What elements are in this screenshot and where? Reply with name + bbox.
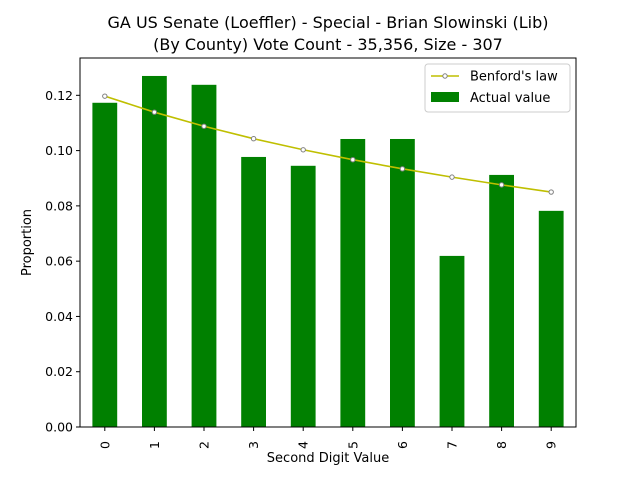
legend-label-benford: Benford's law (470, 70, 558, 85)
x-tick-label: 1 (147, 441, 162, 449)
benford-point-1 (151, 109, 158, 115)
bar-digit-9 (538, 210, 564, 427)
y-tick-label: 0.12 (45, 88, 73, 103)
chart-title-line1: GA US Senate (Loeffler) - Special - Bria… (108, 13, 549, 32)
benford-point-6 (399, 166, 406, 172)
bar-digit-5 (340, 138, 366, 427)
benford-point-7 (449, 174, 455, 180)
x-tick-label: 2 (197, 441, 212, 449)
benford-point-2 (201, 123, 207, 129)
y-axis-label: Proportion (20, 209, 35, 276)
benford-line (104, 95, 552, 193)
x-tick-label: 7 (445, 441, 460, 449)
x-tick-label: 3 (246, 441, 261, 449)
x-axis: 0 1 2 3 4 5 6 7 8 9 (97, 427, 559, 449)
y-tick-label: 0.00 (45, 420, 73, 435)
bar-digit-3 (241, 156, 266, 427)
benford-point-0 (102, 93, 108, 99)
legend-line-marker (442, 73, 448, 79)
x-tick-label: 5 (345, 441, 360, 449)
benford-point-4 (300, 147, 306, 153)
benford-point-8 (498, 182, 505, 188)
x-tick-label: 8 (494, 441, 509, 449)
chart-title-line2: (By County) Vote Count - 35,356, Size - … (153, 35, 503, 54)
legend-bar-swatch (431, 92, 459, 102)
plot-frame (79, 57, 577, 428)
y-tick-label: 0.10 (45, 143, 73, 158)
bar-digit-2 (191, 84, 217, 428)
benford-point-5 (350, 157, 356, 163)
legend-box (424, 63, 571, 113)
y-tick-label: 0.06 (45, 254, 73, 269)
bars-group (92, 75, 564, 428)
benford-point-3 (250, 136, 257, 142)
benford-point-9 (548, 189, 554, 195)
x-tick-label: 0 (97, 441, 112, 449)
x-axis-label: Second Digit Value (267, 451, 389, 466)
legend: Benford's law Actual value (424, 63, 571, 113)
bar-digit-1 (142, 75, 167, 427)
bar-digit-7 (439, 255, 465, 427)
x-tick-label: 4 (296, 441, 311, 449)
y-tick-label: 0.02 (45, 364, 73, 379)
bar-digit-8 (489, 174, 514, 427)
legend-label-actual: Actual value (470, 91, 550, 106)
benford-line-group (102, 93, 554, 195)
bar-digit-6 (390, 138, 415, 427)
y-tick-label: 0.04 (45, 309, 73, 324)
x-tick-label: 9 (544, 441, 559, 449)
bar-digit-4 (290, 165, 316, 427)
y-axis: 0.00 0.02 0.04 0.06 0.08 0.10 0.12 (45, 88, 80, 435)
bar-digit-0 (92, 102, 118, 427)
y-tick-label: 0.08 (45, 198, 73, 213)
x-tick-label: 6 (395, 441, 410, 449)
